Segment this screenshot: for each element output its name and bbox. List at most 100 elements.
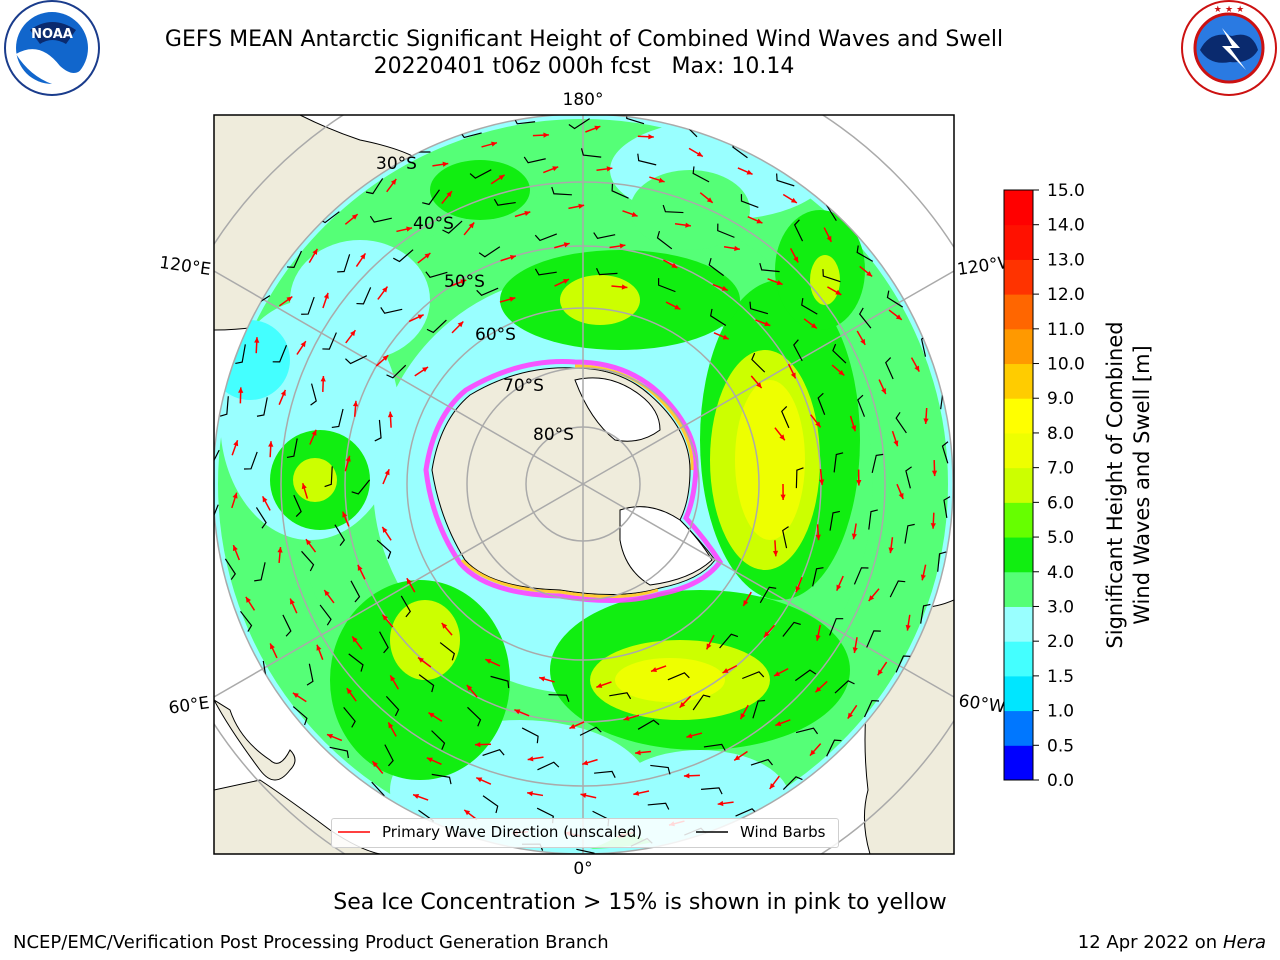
wind-barb xyxy=(793,339,803,362)
colorbar-bin xyxy=(1004,190,1033,226)
wind-barb xyxy=(324,466,333,488)
wave-direction-arrowhead xyxy=(621,284,628,290)
wind-barb xyxy=(752,699,766,719)
wind-barb xyxy=(386,364,407,379)
wind-barb xyxy=(548,694,570,702)
wind-barb xyxy=(905,466,912,489)
wind-barb xyxy=(319,604,332,626)
colorbar-bin xyxy=(1004,432,1033,469)
wind-barb xyxy=(812,567,824,587)
wave-direction-arrowhead xyxy=(428,712,435,718)
wind-barb xyxy=(243,451,258,470)
noaa-logo-text: NOAA xyxy=(31,27,73,42)
wind-barb xyxy=(833,452,844,473)
wind-barb xyxy=(817,392,826,415)
colorbar-tick-label: 5.0 xyxy=(1047,528,1074,548)
colorbar-tick-label: 11.0 xyxy=(1047,320,1085,340)
colorbar-tick-label: 15.0 xyxy=(1047,181,1085,201)
wind-barb xyxy=(594,770,616,778)
lat-label-60s: 60°S xyxy=(475,325,516,345)
wind-barb xyxy=(343,707,356,728)
wave-direction-arrowhead xyxy=(763,631,770,638)
wave-direction-arrowhead xyxy=(382,614,388,621)
wind-barb xyxy=(793,219,804,242)
wave-direction-arrowhead xyxy=(847,712,853,719)
wave-direction-arrowhead xyxy=(323,292,329,299)
wind-barb xyxy=(637,153,657,166)
wave-direction-arrowhead xyxy=(895,314,902,320)
wave-direction-arrowhead xyxy=(790,197,797,203)
wind-barb xyxy=(701,787,723,795)
wave-direction-arrowhead xyxy=(651,667,658,672)
wind-barb xyxy=(310,383,317,406)
wave-direction-arrowhead xyxy=(851,533,857,540)
wind-barb xyxy=(235,344,246,365)
wind-barb xyxy=(478,246,501,258)
wave-direction-arrowhead xyxy=(866,271,873,277)
wave-direction-arrowhead xyxy=(606,166,613,172)
colorbar-bin xyxy=(1004,641,1033,677)
colorbar-tick-label: 2.0 xyxy=(1047,632,1074,652)
colorbar-bin xyxy=(1004,710,1033,746)
wave-direction-arrowhead xyxy=(582,760,589,766)
wave-direction-arrowhead xyxy=(775,721,782,726)
wave-direction-arrowhead xyxy=(350,330,356,337)
wave-direction-arrowhead xyxy=(706,643,712,650)
wind-barb xyxy=(740,194,759,209)
wave-direction-arrowhead xyxy=(578,203,585,209)
wave-direction-arrowhead xyxy=(426,757,433,763)
wave-direction-arrowhead xyxy=(424,253,431,259)
wave-direction-arrowhead xyxy=(476,777,483,783)
wave-direction-arrowhead xyxy=(815,634,821,641)
wave-direction-arrowhead xyxy=(286,296,293,302)
wind-barb xyxy=(385,695,400,717)
wind-barb xyxy=(637,719,660,730)
wind-barb xyxy=(782,526,789,549)
colorbar-tick-label: 9.0 xyxy=(1047,389,1074,409)
wave-direction-arrowhead xyxy=(835,289,842,295)
wind-barb xyxy=(523,156,546,164)
wave-direction-arrowhead xyxy=(772,550,779,557)
wave-direction-arrowhead xyxy=(406,578,412,585)
wind-barb xyxy=(379,631,389,654)
wave-direction-arrowhead xyxy=(790,372,796,379)
wind-barb xyxy=(213,504,219,523)
wave-direction-arrowhead xyxy=(320,375,326,382)
wind-barb xyxy=(521,727,539,744)
footer-date: 12 Apr 2022 on Hera xyxy=(1078,932,1266,953)
colorbar-tick-label: 12.0 xyxy=(1047,285,1085,305)
wind-barb xyxy=(751,352,766,373)
wind-barb xyxy=(467,706,482,727)
colorbar-tick-label: 1.5 xyxy=(1047,667,1074,687)
wave-direction-arrowhead xyxy=(316,644,322,651)
wave-direction-arrowhead xyxy=(764,321,771,327)
wind-barb xyxy=(863,699,880,718)
wave-direction-arrowhead xyxy=(810,323,817,329)
wave-direction-arrowhead xyxy=(324,590,330,596)
wind-barb xyxy=(482,749,505,756)
wave-direction-arrowhead xyxy=(868,595,875,602)
wind-barb xyxy=(476,287,499,296)
wind-barb xyxy=(286,250,303,269)
wind-barb xyxy=(609,692,632,700)
colorbar-bin xyxy=(1004,745,1033,781)
wave-direction-arrowhead xyxy=(740,713,746,720)
wave-direction-arrowhead xyxy=(372,761,378,767)
wave-direction-arrowhead xyxy=(290,598,295,605)
wind-barb xyxy=(904,523,915,544)
wave-direction-arrowhead xyxy=(382,526,388,533)
wave-direction-arrowhead xyxy=(734,245,740,251)
wind-barb xyxy=(647,802,670,810)
wave-direction-arrowhead xyxy=(300,341,306,348)
wave-direction-arrowhead xyxy=(280,389,286,396)
wind-barb xyxy=(534,233,558,242)
wave-direction-arrowhead xyxy=(270,643,275,650)
wave-direction-arrowhead xyxy=(722,668,729,673)
wind-barb xyxy=(431,730,446,750)
wave-direction-arrowhead xyxy=(498,174,505,181)
wind-barb xyxy=(376,539,392,559)
wind-barb xyxy=(794,669,817,682)
wave-direction-arrowhead xyxy=(815,421,821,428)
wave-direction-arrowhead xyxy=(769,783,776,789)
